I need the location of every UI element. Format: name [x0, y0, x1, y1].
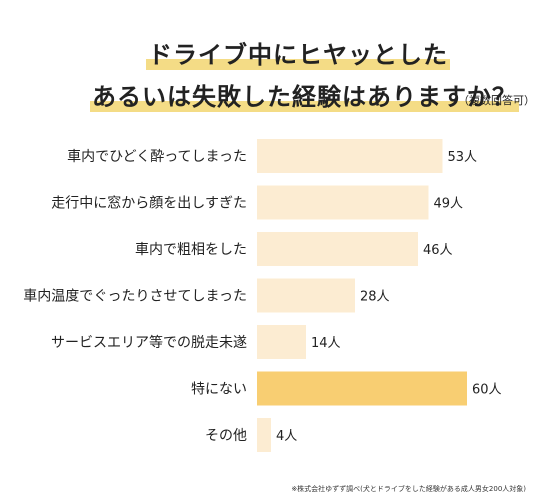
category-label: その他	[205, 428, 247, 444]
bar	[257, 418, 271, 452]
category-label: 車内で粗相をした	[135, 241, 247, 258]
category-label: サービスエリア等での脱走未遂	[51, 334, 247, 351]
category-label: 特にない	[191, 382, 247, 398]
bar	[257, 325, 306, 359]
value-label: 53人	[448, 150, 478, 165]
value-label: 14人	[311, 336, 341, 351]
bar	[257, 232, 418, 266]
value-label: 46人	[423, 243, 453, 258]
value-label: 60人	[472, 383, 502, 398]
bar	[257, 139, 443, 173]
value-label: 49人	[434, 197, 464, 212]
bar	[257, 185, 429, 220]
category-label: 走行中に窓から顔を出しすぎた	[51, 195, 247, 212]
value-label: 4人	[276, 429, 297, 444]
category-label: 車内でひどく酔ってしまった	[67, 148, 247, 165]
title-line-1: ドライブ中にヒヤッとした	[146, 40, 450, 70]
chart-title: ドライブ中にヒヤッとした あるいは失敗した経験はありますか？ （複数回答可）	[0, 0, 536, 112]
title-note: （複数回答可）	[458, 94, 535, 107]
footnote: ※株式会社ゆずず調べ(犬とドライブをした経験がある成人男女200人対象)	[291, 485, 526, 493]
bar	[257, 371, 467, 406]
bar	[257, 278, 355, 313]
value-label: 28人	[360, 290, 390, 305]
title-line-2: あるいは失敗した経験はありますか？	[90, 82, 519, 112]
category-label: 車内温度でぐったりさせてしまった	[23, 288, 247, 305]
